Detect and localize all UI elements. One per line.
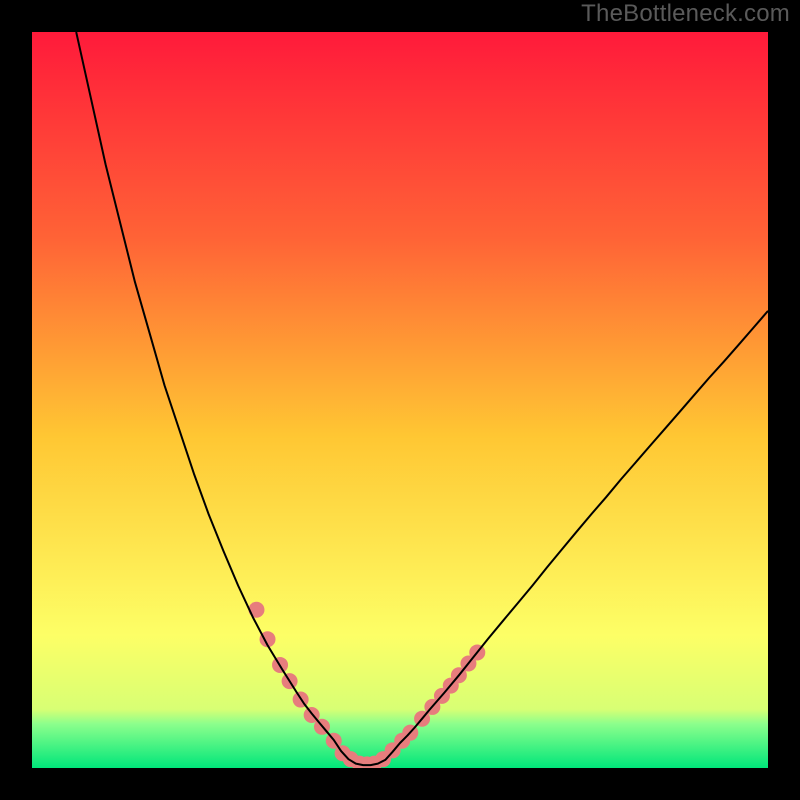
chart-frame: TheBottleneck.com (0, 0, 800, 800)
curve-marker (248, 602, 264, 618)
bottleneck-curve (76, 32, 768, 765)
watermark-text: TheBottleneck.com (581, 0, 790, 28)
bottleneck-curve-chart (32, 32, 768, 768)
plot-area (32, 32, 768, 768)
